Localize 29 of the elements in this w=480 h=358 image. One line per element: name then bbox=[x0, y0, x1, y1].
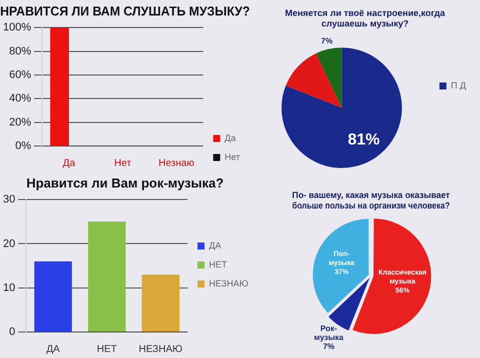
x-tick-label: ДА bbox=[46, 344, 60, 355]
y-tick-label: 20% bbox=[9, 116, 32, 128]
chart-title: НРАВИТСЯ ЛИ ВАМ СЛУШАТЬ МУЗЫКУ? bbox=[0, 4, 250, 18]
chart-title: Меняется ли твоё настроение,когда слушаешь музыку? bbox=[284, 8, 446, 29]
legend-label: ДА bbox=[209, 240, 222, 250]
data-label: 7% bbox=[322, 342, 335, 352]
chart-title: Нравится ли Вам рок-музыка? bbox=[26, 175, 224, 190]
y-tick-label: 0% bbox=[15, 140, 32, 152]
x-tick-label: Да bbox=[62, 158, 76, 169]
y-tick-label: 60% bbox=[9, 68, 32, 81]
slice-label: Рок-музыка bbox=[314, 324, 344, 342]
x-tick-label: Незнаю bbox=[158, 158, 195, 169]
y-tick-label: 10 bbox=[2, 282, 16, 294]
y-tick-label: 20 bbox=[2, 238, 16, 250]
y-tick-label: 80% bbox=[9, 45, 32, 58]
data-label: 81% bbox=[348, 132, 380, 149]
legend-label: П Д bbox=[450, 80, 466, 90]
y-tick-label: 40% bbox=[9, 92, 32, 105]
x-tick-label: Нет bbox=[114, 158, 132, 169]
y-tick-label: 100% bbox=[2, 22, 32, 34]
x-tick-label: НЕЗНАЮ bbox=[138, 344, 182, 355]
legend-label: Да bbox=[224, 132, 236, 143]
y-tick-label: 0 bbox=[9, 326, 16, 338]
chart-title: По- вашему, какая музыка оказывает больше пользы на организм человека? bbox=[292, 190, 451, 211]
x-tick-label: НЕТ bbox=[96, 344, 117, 355]
y-tick-label: 30 bbox=[2, 194, 16, 206]
data-label: 7% bbox=[321, 36, 333, 46]
legend-label: НЕЗНАЮ bbox=[209, 278, 248, 288]
legend-label: НЕТ bbox=[209, 259, 228, 270]
